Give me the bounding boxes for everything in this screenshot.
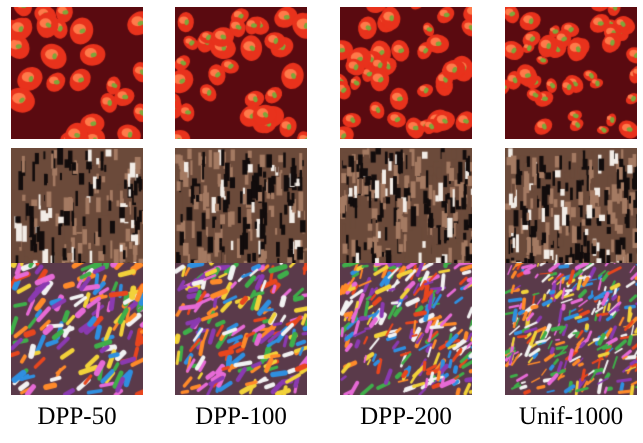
texture-tile-sprinkles-dpp-200 [340,263,472,395]
texture-tile-brown-bark-unif-1000 [505,148,637,280]
column-label-dpp-200: DPP-200 [360,403,452,430]
texture-tile-red-cells-dpp-100 [175,7,307,139]
texture-tile-sprinkles-unif-1000 [505,263,637,395]
texture-tile-brown-bark-dpp-50 [11,148,143,280]
texture-tile-sprinkles-dpp-100 [175,263,307,395]
texture-tile-brown-bark-dpp-100 [175,148,307,280]
texture-tile-red-cells-dpp-50 [11,7,143,139]
texture-tile-red-cells-unif-1000 [505,7,637,139]
texture-tile-red-cells-dpp-200 [340,7,472,139]
column-label-dpp-100: DPP-100 [195,403,287,430]
texture-tile-brown-bark-dpp-200 [340,148,472,280]
texture-tile-sprinkles-dpp-50 [11,263,143,395]
column-label-unif-1000: Unif-1000 [518,403,624,430]
column-label-dpp-50: DPP-50 [37,403,117,430]
